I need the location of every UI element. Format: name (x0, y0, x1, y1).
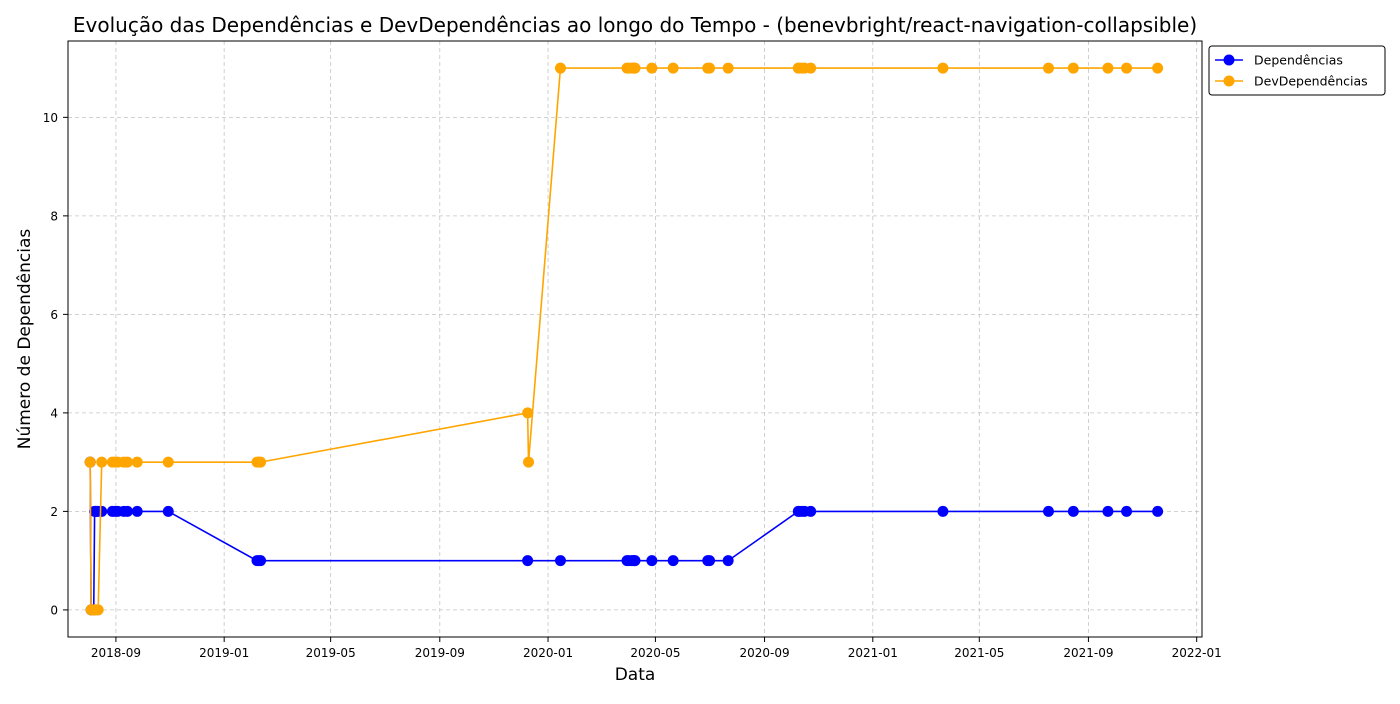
data-point (1042, 505, 1054, 517)
data-point (255, 456, 267, 468)
series-devdependencias (84, 62, 1164, 616)
data-point (1067, 62, 1079, 74)
x-tick-label: 2019-05 (306, 646, 356, 660)
y-tick-label: 4 (50, 406, 58, 420)
data-point (667, 555, 679, 567)
data-point (629, 62, 641, 74)
data-point (667, 62, 679, 74)
series-line (89, 462, 1158, 611)
x-axis-label: Data (615, 665, 656, 685)
data-point (121, 505, 133, 517)
series-line (89, 67, 1158, 611)
axes: 2018-09 2019-01 2019-05 2019-09 2020-01 2020-… (43, 111, 1222, 660)
data-point (96, 505, 108, 517)
legend-swatch-marker (1223, 54, 1235, 66)
data-point (629, 555, 641, 567)
data-point (131, 456, 143, 468)
data-point (1121, 62, 1133, 74)
series-dependencias (84, 456, 1164, 616)
plot-frame (67, 40, 1203, 638)
data-point (805, 505, 817, 517)
data-point (1067, 505, 1079, 517)
data-point (937, 505, 949, 517)
data-point (554, 62, 566, 74)
data-point (131, 505, 143, 517)
legend-swatch-marker (1223, 75, 1235, 87)
y-tick-label: 8 (50, 209, 58, 223)
data-point (523, 456, 535, 468)
data-point (646, 62, 658, 74)
chart-title: Evolução das Dependências e DevDependênc… (73, 13, 1197, 37)
legend-box (1208, 45, 1386, 96)
data-point (121, 456, 133, 468)
data-point (1121, 505, 1133, 517)
data-point (646, 555, 658, 567)
y-tick-label: 10 (43, 111, 58, 125)
data-point (704, 62, 716, 74)
data-point (704, 555, 716, 567)
data-point (162, 505, 174, 517)
x-tick-label: 2019-01 (199, 646, 249, 660)
data-point (522, 555, 534, 567)
data-point (1102, 505, 1114, 517)
grid (68, 41, 1202, 637)
data-point (84, 456, 96, 468)
data-point (937, 62, 949, 74)
data-point (522, 407, 534, 419)
data-point (92, 604, 104, 616)
x-tick-label: 2018-09 (91, 646, 141, 660)
data-point (722, 62, 734, 74)
legend-label: Dependências (1254, 53, 1343, 68)
data-point (162, 456, 174, 468)
y-tick-label: 6 (50, 308, 58, 322)
data-point (805, 62, 817, 74)
x-tick-label: 2020-05 (630, 646, 680, 660)
y-axis-label: Número de Dependências (15, 229, 35, 450)
data-point (255, 555, 267, 567)
legend-label: DevDependências (1254, 74, 1368, 89)
x-tick-label: 2021-05 (954, 646, 1004, 660)
data-point (96, 456, 108, 468)
data-point (554, 555, 566, 567)
data-point (1152, 505, 1164, 517)
y-tick-label: 2 (50, 505, 58, 519)
x-tick-label: 2021-09 (1063, 646, 1113, 660)
data-point (1152, 62, 1164, 74)
data-point (722, 555, 734, 567)
data-point (1102, 62, 1114, 74)
y-tick-label: 0 (50, 603, 58, 617)
x-tick-label: 2022-01 (1172, 646, 1222, 660)
x-tick-label: 2020-01 (523, 646, 573, 660)
x-tick-label: 2020-09 (739, 646, 789, 660)
series-layer (84, 62, 1164, 616)
legend: Dependências DevDependências (1208, 45, 1386, 96)
x-tick-label: 2019-09 (415, 646, 465, 660)
data-point (1042, 62, 1054, 74)
x-tick-label: 2021-01 (848, 646, 898, 660)
